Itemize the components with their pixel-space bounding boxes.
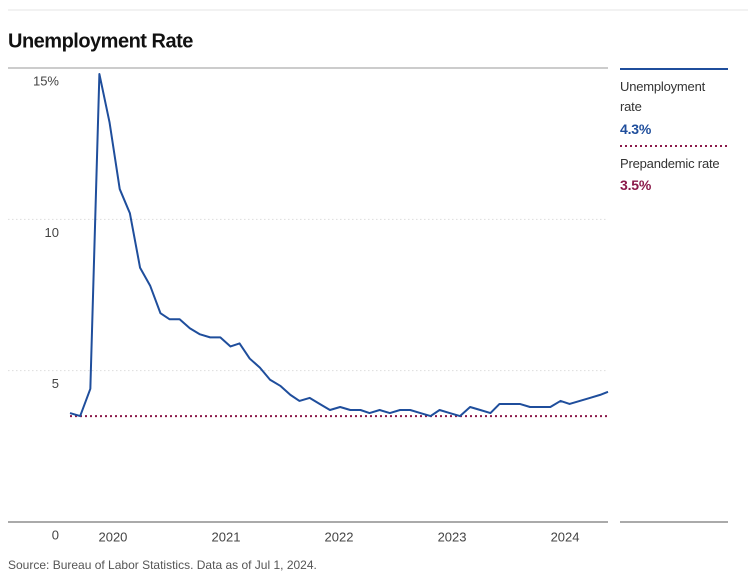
- chart-title: Unemployment Rate: [8, 30, 193, 52]
- y-tick-label: 10: [45, 225, 59, 240]
- x-tick-label: 2023: [438, 529, 467, 544]
- y-tick-label: 0: [52, 527, 59, 542]
- source-note: Source: Bureau of Labor Statistics. Data…: [8, 558, 317, 572]
- x-tick-label: 2022: [325, 529, 354, 544]
- series-line: [69, 73, 609, 418]
- legend-label: Unemployment rate: [620, 79, 706, 114]
- legend-label: Prepandemic rate: [620, 156, 720, 171]
- x-tick-label: 2024: [551, 529, 580, 544]
- x-tick-label: 2021: [212, 529, 241, 544]
- legend-value: 3.5%: [620, 177, 652, 193]
- y-tick-label: 15%: [33, 73, 59, 88]
- y-tick-label: 5: [52, 376, 59, 391]
- x-tick-label: 2020: [98, 529, 127, 544]
- legend-value: 4.3%: [620, 121, 652, 137]
